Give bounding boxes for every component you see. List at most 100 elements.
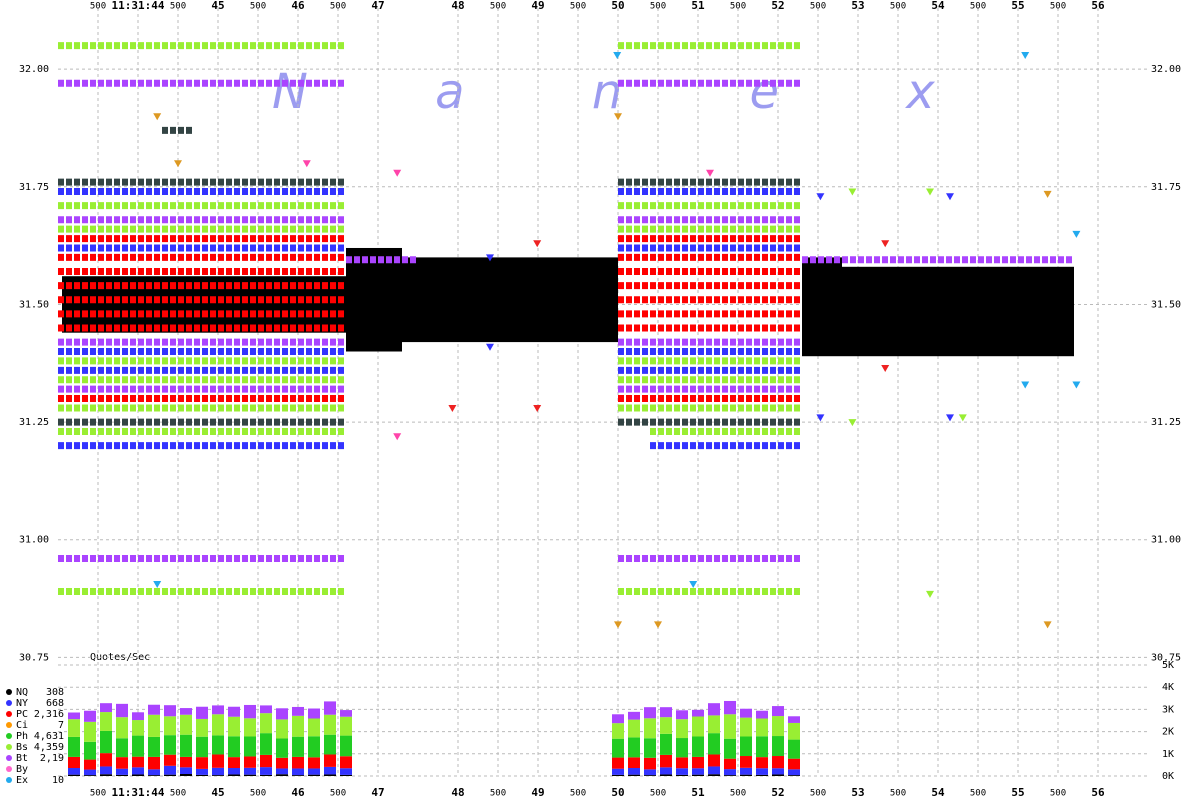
x-tick-label: 500	[890, 2, 906, 12]
x-tick-label: 46	[291, 0, 305, 12]
rate-bar	[772, 736, 784, 757]
rate-bar	[292, 756, 304, 769]
quote-point	[533, 240, 542, 248]
rate-bar	[612, 757, 624, 769]
quote-point	[614, 113, 622, 121]
rate-bar	[276, 774, 288, 776]
rate-bar	[132, 767, 144, 775]
legend-marker	[6, 700, 12, 706]
rate-bar	[788, 758, 800, 770]
rate-bar	[164, 705, 176, 717]
quote-point	[302, 160, 311, 168]
rate-bar	[772, 756, 784, 769]
rate-bar	[260, 733, 272, 755]
rate-bar	[212, 767, 224, 776]
y-tick-label: 30.75	[19, 652, 49, 663]
quote-point	[654, 621, 662, 629]
rate-bar	[708, 774, 720, 776]
rate-bar	[692, 768, 704, 775]
rate-bar	[244, 718, 256, 737]
x-tick-label: 500	[90, 2, 106, 12]
rate-bar	[324, 734, 336, 755]
marks-layer	[58, 42, 1081, 776]
rate-bar	[228, 716, 240, 737]
rate-bar	[228, 774, 240, 776]
y-tick-label: 30.75	[1151, 652, 1181, 663]
rate-bar	[132, 712, 144, 721]
rate-bar	[276, 719, 288, 739]
rate-bar	[116, 717, 128, 739]
legend-name: By	[16, 764, 28, 775]
rate-bar	[148, 756, 160, 770]
rate-bar	[228, 706, 240, 717]
x-tick-label: 55	[1011, 0, 1024, 12]
rate-bar	[628, 711, 640, 720]
x-tick-label: 11:31:44	[112, 786, 165, 799]
legend-name: Bt	[16, 753, 28, 764]
rate-bar	[84, 741, 96, 760]
quote-point	[848, 188, 857, 196]
x-tick-label: 500	[250, 789, 266, 799]
quote-point	[486, 254, 494, 262]
x-tick-label: 48	[451, 786, 464, 799]
rate-bar	[324, 766, 336, 775]
x-tick-label: 47	[371, 786, 384, 799]
x-tick-label: 500	[250, 2, 266, 12]
rate-bar	[260, 767, 272, 775]
rate-bar	[116, 703, 128, 718]
rate-bar	[164, 716, 176, 736]
x-tick-label: 500	[490, 789, 506, 799]
nbbo-band	[346, 247, 402, 352]
rate-bar	[724, 769, 736, 776]
q-tick-label: 0K	[1162, 771, 1174, 782]
rate-bar	[196, 706, 208, 719]
nbbo-band	[842, 266, 1074, 357]
rate-bar	[612, 714, 624, 724]
legend-marker	[6, 766, 12, 772]
rate-bar	[132, 735, 144, 757]
rate-bar	[676, 738, 688, 758]
rate-bar	[756, 768, 768, 775]
nbbo-band	[802, 257, 842, 357]
x-tick-label: 50	[611, 0, 624, 12]
y-tick-label: 32.00	[19, 64, 49, 75]
y-tick-label: 31.50	[19, 299, 49, 310]
quote-point	[926, 590, 934, 598]
x-tick-label: 56	[1091, 786, 1105, 799]
rate-bar	[308, 774, 320, 776]
x-tick-label: 45	[211, 786, 224, 799]
quote-point	[393, 433, 402, 441]
rate-bar	[308, 718, 320, 737]
rate-bar	[676, 719, 688, 739]
q-tick-label: 1K	[1162, 749, 1174, 760]
rate-bar	[148, 775, 160, 776]
legend-count: 668	[46, 698, 64, 709]
rate-bar	[692, 736, 704, 757]
rate-bar	[740, 767, 752, 775]
rate-bar	[756, 710, 768, 719]
rate-bar	[244, 756, 256, 768]
rate-bar	[612, 738, 624, 758]
rate-bar	[772, 716, 784, 737]
rate-bar	[740, 708, 752, 718]
quote-point	[174, 160, 182, 168]
legend-name: Bs	[16, 742, 28, 753]
legend-name: NY	[16, 698, 28, 709]
rate-bar	[644, 718, 656, 739]
y-tick-label: 31.00	[1151, 535, 1181, 546]
rate-bar	[308, 736, 320, 758]
x-tick-label: 500	[970, 2, 986, 12]
quote-point	[816, 193, 825, 201]
rate-bar	[676, 774, 688, 776]
x-tick-label: 500	[570, 789, 586, 799]
rate-bar	[164, 754, 176, 766]
x-tick-label: 500	[890, 789, 906, 799]
x-tick-label: 54	[931, 0, 945, 12]
rate-bar	[724, 775, 736, 776]
rate-bar	[660, 707, 672, 718]
rate-bar	[100, 774, 112, 776]
legend-count: 4,359	[34, 742, 64, 753]
x-tick-label: 52	[771, 0, 784, 12]
rate-bar	[676, 757, 688, 769]
x-tick-label: 48	[451, 0, 464, 12]
